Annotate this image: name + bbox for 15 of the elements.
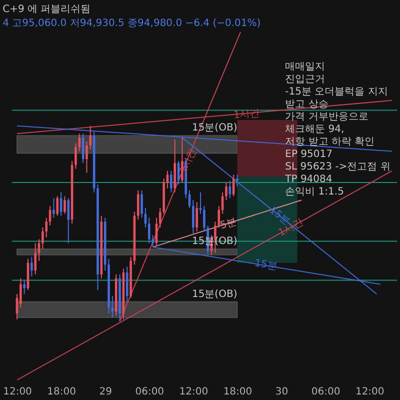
chart-subtitle: 4 고95,060.0 저94,930.5 종94,980.0 −6.4 (−0.01%) (2, 18, 261, 29)
x-tick-label: 06:00 (135, 386, 164, 398)
x-tick-label: 30 (275, 386, 288, 398)
band-label: 15분(OB) (192, 288, 238, 300)
x-tick-label: 06:00 (311, 386, 340, 398)
x-tick-label: 29 (99, 386, 112, 398)
x-tick-label: 12:00 (3, 386, 32, 398)
x-tick-label: 18:00 (223, 386, 252, 398)
chart-title: C+9 에 퍼블리쉬됨 (2, 4, 91, 15)
annotation: 1시간 (178, 146, 199, 176)
annotation: 5분 (219, 216, 238, 232)
x-tick-label: 12:00 (179, 386, 208, 398)
annotation: 15분 (254, 258, 278, 272)
x-tick-label: 12:00 (355, 386, 384, 398)
x-tick-label: 18:00 (47, 386, 76, 398)
